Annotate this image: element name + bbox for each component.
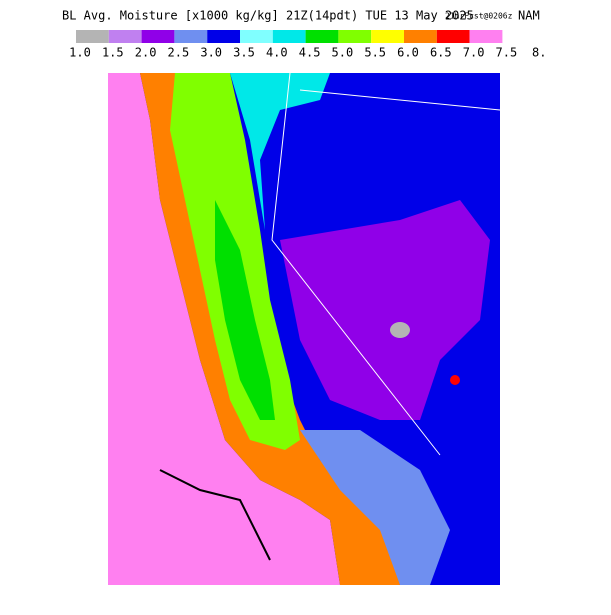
legend-label: 7.5 — [496, 46, 518, 60]
legend-label: 8. — [532, 46, 546, 60]
legend-swatch — [338, 30, 372, 43]
title: BL Avg. Moisture [x1000 kg/kg] 21Z(14pdt… — [62, 9, 474, 23]
coastline — [159, 469, 271, 561]
legend-label: 2.5 — [168, 46, 190, 60]
legend-swatch — [141, 30, 175, 43]
legend-swatch — [76, 30, 109, 43]
legend-swatch — [436, 30, 470, 43]
region-purple — [280, 200, 490, 420]
region-pink — [108, 73, 340, 585]
legend-swatch — [371, 30, 404, 43]
legend-label: 2.0 — [135, 46, 157, 60]
region-green — [215, 200, 275, 420]
legend-swatch — [272, 30, 306, 43]
state-border — [271, 73, 441, 456]
legend-swatch — [404, 30, 437, 43]
region-cyan — [230, 73, 330, 230]
model-label: NAM — [518, 9, 540, 23]
legend-label: 3.0 — [200, 46, 222, 60]
legend-label: 5.5 — [364, 46, 386, 60]
legend-label: 3.5 — [233, 46, 255, 60]
region-gray — [390, 322, 410, 338]
legend-swatch — [174, 30, 208, 43]
region-red — [450, 375, 460, 385]
state-border — [299, 89, 500, 111]
legend-label: 4.5 — [299, 46, 321, 60]
legend-swatch — [108, 30, 142, 43]
legend-swatch — [207, 30, 240, 43]
legend-swatch — [469, 30, 503, 43]
legend-swatch — [240, 30, 273, 43]
legend-label: 5.0 — [332, 46, 354, 60]
legend-label: 6.0 — [397, 46, 419, 60]
legend-label: 1.5 — [102, 46, 124, 60]
legend-swatch — [305, 30, 339, 43]
legend-label: 4.0 — [266, 46, 288, 60]
legend-label: 1.0 — [69, 46, 91, 60]
forecast-label: 21hrFcst@0206z — [445, 12, 513, 21]
legend: 1.0 1.5 2.0 2.5 3.0 3.5 4.0 4.5 5.0 5.5 6.0 6.5 7.0 7… — [69, 30, 546, 60]
region-lightblue — [300, 430, 450, 585]
legend-label: 6.5 — [430, 46, 452, 60]
legend-label: 7.0 — [463, 46, 485, 60]
map — [108, 73, 500, 585]
